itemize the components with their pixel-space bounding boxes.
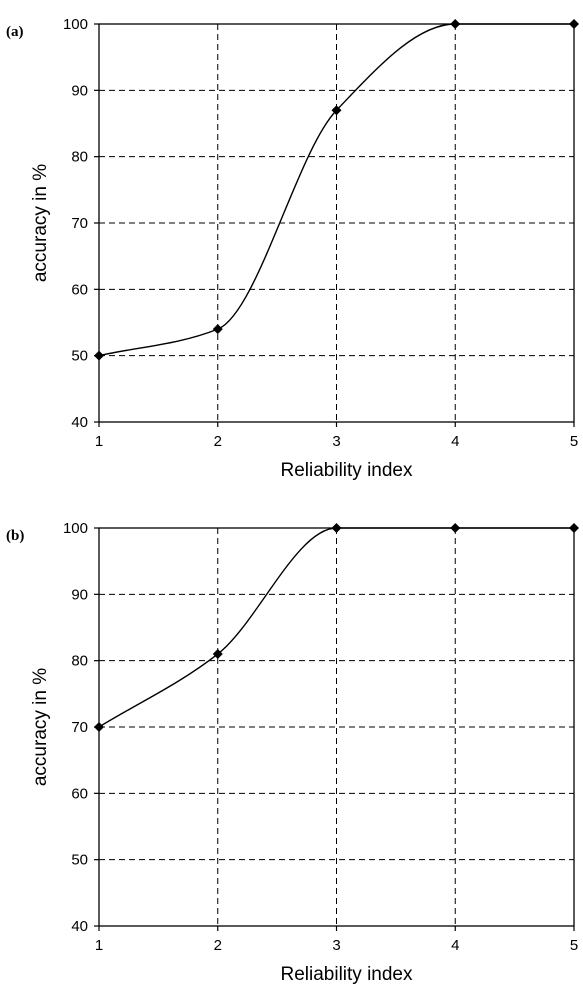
y-tick-label: 40 [71, 918, 88, 935]
y-tick-label: 100 [63, 520, 88, 537]
data-point [331, 105, 342, 116]
y-tick-label: 50 [71, 852, 88, 869]
y-tick-label: 100 [63, 16, 88, 33]
chart-a-svg: 40 50 60 70 80 90 100 1 2 3 4 5 Reliability index acc… [6, 16, 579, 481]
x-tick-label: 1 [95, 433, 103, 450]
x-tick-label: 4 [451, 937, 459, 954]
y-tick-label: 80 [71, 653, 88, 670]
x-tick-label: 5 [570, 937, 578, 954]
data-point [331, 523, 342, 533]
data-point [212, 649, 223, 660]
y-tick-label: 60 [71, 281, 88, 298]
x-tick-label: 3 [332, 433, 340, 450]
panel-label-a: (a) [6, 24, 24, 40]
y-tick-label: 40 [71, 414, 88, 431]
data-point [450, 19, 461, 29]
data-point [450, 523, 461, 533]
data-point [94, 350, 104, 361]
series-line [98, 527, 574, 728]
y-tick-label: 90 [71, 586, 88, 603]
x-tick-label: 5 [570, 433, 578, 450]
x-tick-label: 4 [451, 433, 459, 450]
x-tick-label: 1 [95, 937, 103, 954]
y-axis-title: accuracy in % [30, 668, 51, 786]
y-tick-label: 70 [71, 719, 88, 736]
chart-panel-a: 40 50 60 70 80 90 100 1 2 3 4 5 Reliability index acc… [0, 0, 583, 500]
x-tick-label: 2 [214, 433, 222, 450]
x-tick-label: 2 [214, 937, 222, 954]
data-point [212, 324, 223, 335]
series-line [98, 23, 574, 357]
x-axis-title: Reliability index [280, 964, 413, 985]
panel-label-b: (b) [6, 528, 24, 544]
chart-panel-b: 40 50 60 70 80 90 100 1 2 3 4 5 Reliability index acc… [0, 504, 583, 1004]
data-point [94, 722, 104, 732]
y-tick-label: 90 [71, 82, 88, 99]
y-tick-label: 80 [71, 149, 88, 166]
data-point [569, 19, 579, 29]
chart-b-svg: 40 50 60 70 80 90 100 1 2 3 4 5 Reliability index acc… [6, 520, 579, 985]
x-tick-label: 3 [332, 937, 340, 954]
y-tick-label: 60 [71, 785, 88, 802]
x-axis-title: Reliability index [280, 460, 413, 481]
data-point [569, 523, 579, 533]
y-tick-label: 50 [71, 348, 88, 365]
y-tick-label: 70 [71, 215, 88, 232]
y-axis-title: accuracy in % [30, 164, 51, 282]
